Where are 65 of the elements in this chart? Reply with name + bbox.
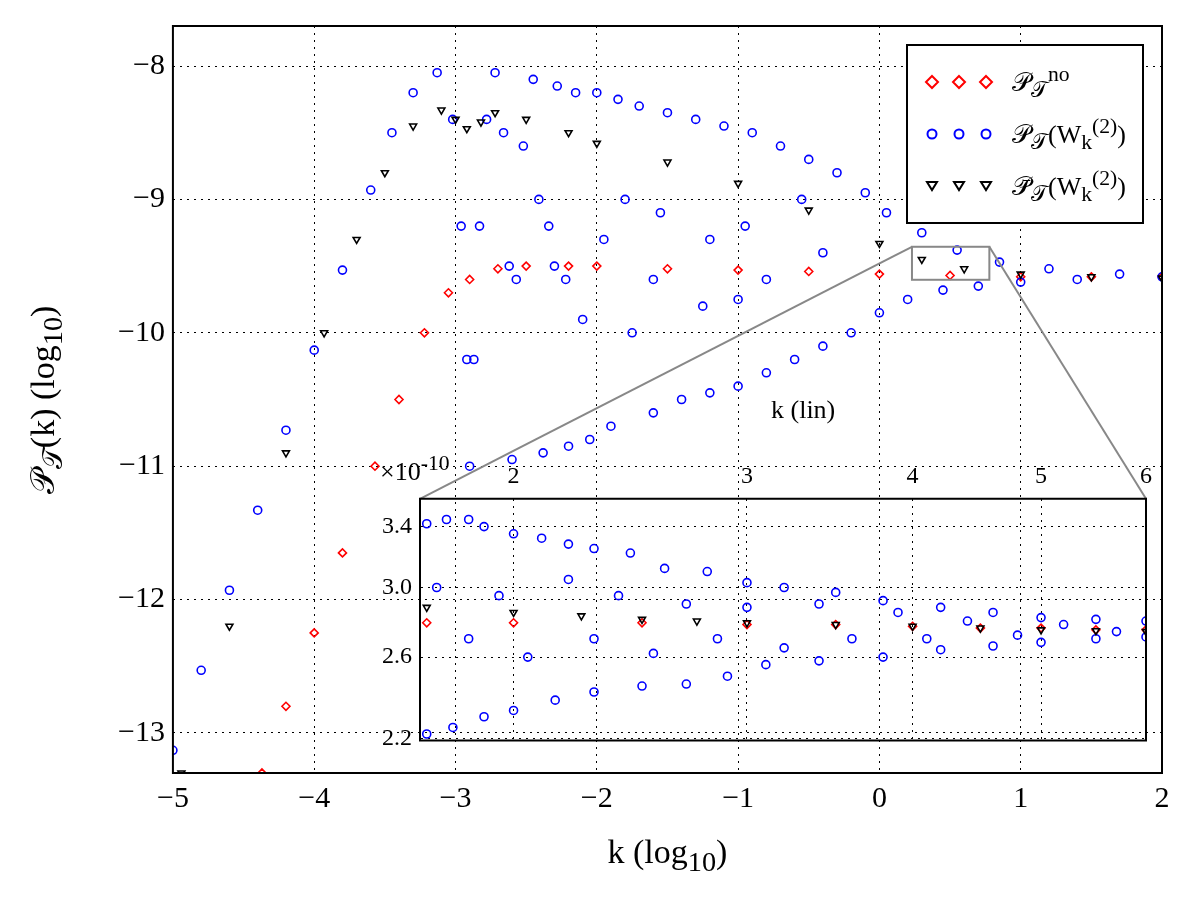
- point: [563, 261, 574, 271]
- x-tick-label: 2: [507, 461, 520, 488]
- point: [564, 129, 573, 138]
- point: [663, 159, 672, 167]
- point: [337, 548, 348, 558]
- point: [370, 461, 380, 471]
- point: [380, 169, 390, 178]
- point: [803, 266, 814, 277]
- point: [476, 119, 486, 127]
- point: [319, 330, 329, 338]
- x-tick-label: −5: [156, 779, 189, 813]
- point: [662, 263, 673, 274]
- x-tick-label: −1: [722, 779, 755, 813]
- point: [493, 263, 503, 274]
- point: [490, 109, 500, 118]
- x-tick-label: 4: [906, 461, 919, 488]
- point: [281, 701, 291, 712]
- point: [804, 207, 814, 215]
- point: [945, 270, 955, 281]
- y-tick-label: 2.2: [382, 723, 412, 750]
- point: [959, 265, 969, 274]
- y-tick-label: −13: [118, 713, 165, 747]
- point: [592, 140, 602, 149]
- point: [443, 287, 454, 298]
- legend-label: 𝒫̄$_{𝒯}$(W$_{k}$$^{(2)}$): [1012, 165, 1126, 207]
- point: [521, 116, 531, 125]
- x-tick-label: −4: [298, 779, 331, 813]
- x-axis-title: k (log$_{10}$): [607, 832, 728, 878]
- x-tick-label: 6: [1140, 461, 1152, 488]
- x-tick-label: 0: [871, 779, 887, 813]
- point: [419, 328, 430, 338]
- point: [281, 450, 291, 458]
- x-tick-label: 5: [1035, 461, 1048, 488]
- point: [917, 256, 927, 265]
- x-tick-label: 3: [740, 461, 753, 488]
- point: [733, 180, 743, 189]
- x-tick-label: −3: [439, 779, 472, 813]
- point: [437, 107, 446, 115]
- point: [521, 261, 531, 271]
- point: [462, 125, 472, 134]
- point: [225, 623, 234, 632]
- x-tick-label: 1: [1013, 779, 1029, 813]
- legend-label: 𝒫$_{𝒯}$(W$_{k}$$^{(2)}$): [1012, 113, 1126, 155]
- y-tick-label: 3.4: [382, 511, 412, 538]
- point: [592, 261, 602, 271]
- x-tick-label: 2: [1154, 779, 1170, 813]
- point: [309, 628, 320, 638]
- point: [451, 116, 460, 125]
- y-tick-label: −10: [118, 313, 165, 347]
- x-tick-label: −2: [580, 779, 613, 813]
- point: [408, 123, 418, 131]
- point: [874, 269, 885, 279]
- y-tick-label: −11: [119, 447, 165, 481]
- y-tick-label: 3.0: [382, 572, 412, 599]
- x-axis-title: k (lin): [771, 395, 836, 425]
- y-tick-label: −9: [133, 180, 165, 214]
- point: [875, 240, 884, 249]
- point: [394, 394, 404, 405]
- point: [733, 265, 743, 275]
- point: [464, 274, 475, 285]
- y-tick-label: 2.6: [382, 642, 412, 669]
- y-tick-label: −8: [133, 46, 165, 80]
- point: [352, 236, 361, 245]
- y-tick-label: −12: [118, 580, 165, 614]
- annotation: ×10$^{-10}$: [380, 450, 450, 487]
